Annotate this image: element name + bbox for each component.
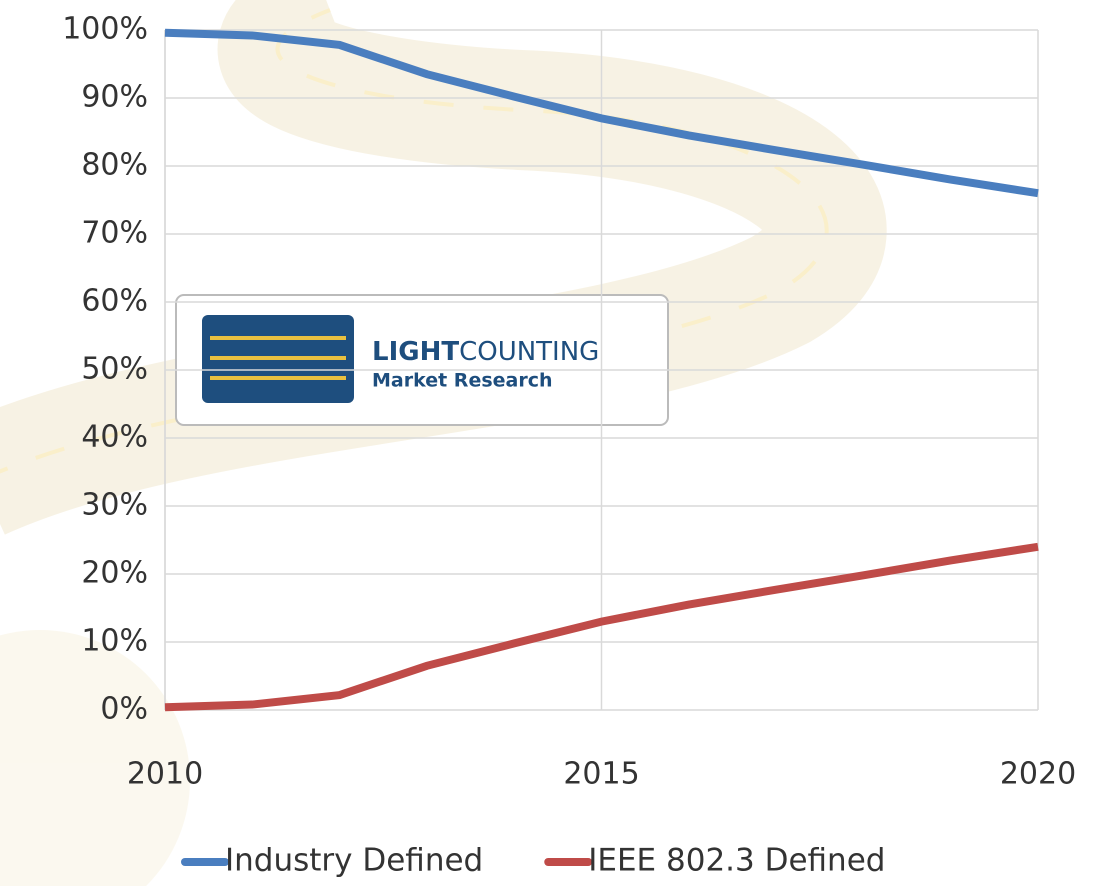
y-tick-label: 50%: [81, 352, 148, 387]
x-tick-label: 2020: [1000, 757, 1076, 792]
legend-label: IEEE 802.3 Defined: [588, 843, 885, 879]
page: {"chart_data": {"type": "line", "x": [20…: [0, 0, 1099, 890]
x-tick-label: 2010: [127, 757, 203, 792]
y-tick-label: 20%: [81, 556, 148, 591]
logo-bold: LIGHT: [372, 337, 459, 367]
y-tick-label: 40%: [81, 420, 148, 455]
x-tick-label: 2015: [563, 757, 639, 792]
y-tick-label: 70%: [81, 216, 148, 251]
logo: LIGHTCOUNTING Market Research: [176, 295, 668, 425]
y-tick-label: 80%: [81, 148, 148, 183]
logo-subtitle: Market Research: [372, 370, 553, 392]
y-tick-label: 10%: [81, 624, 148, 659]
y-tick-label: 100%: [62, 12, 148, 47]
logo-text: LIGHTCOUNTING: [372, 337, 599, 367]
y-tick-label: 30%: [81, 488, 148, 523]
chart: LIGHTCOUNTING Market Research 0% 10% 20% 30…: [0, 0, 1099, 886]
y-tick-label: 0%: [100, 692, 148, 727]
y-tick-label: 60%: [81, 284, 148, 319]
logo-regular: COUNTING: [459, 337, 599, 367]
legend-label: Industry Defined: [225, 843, 483, 879]
y-tick-label: 90%: [81, 80, 148, 115]
